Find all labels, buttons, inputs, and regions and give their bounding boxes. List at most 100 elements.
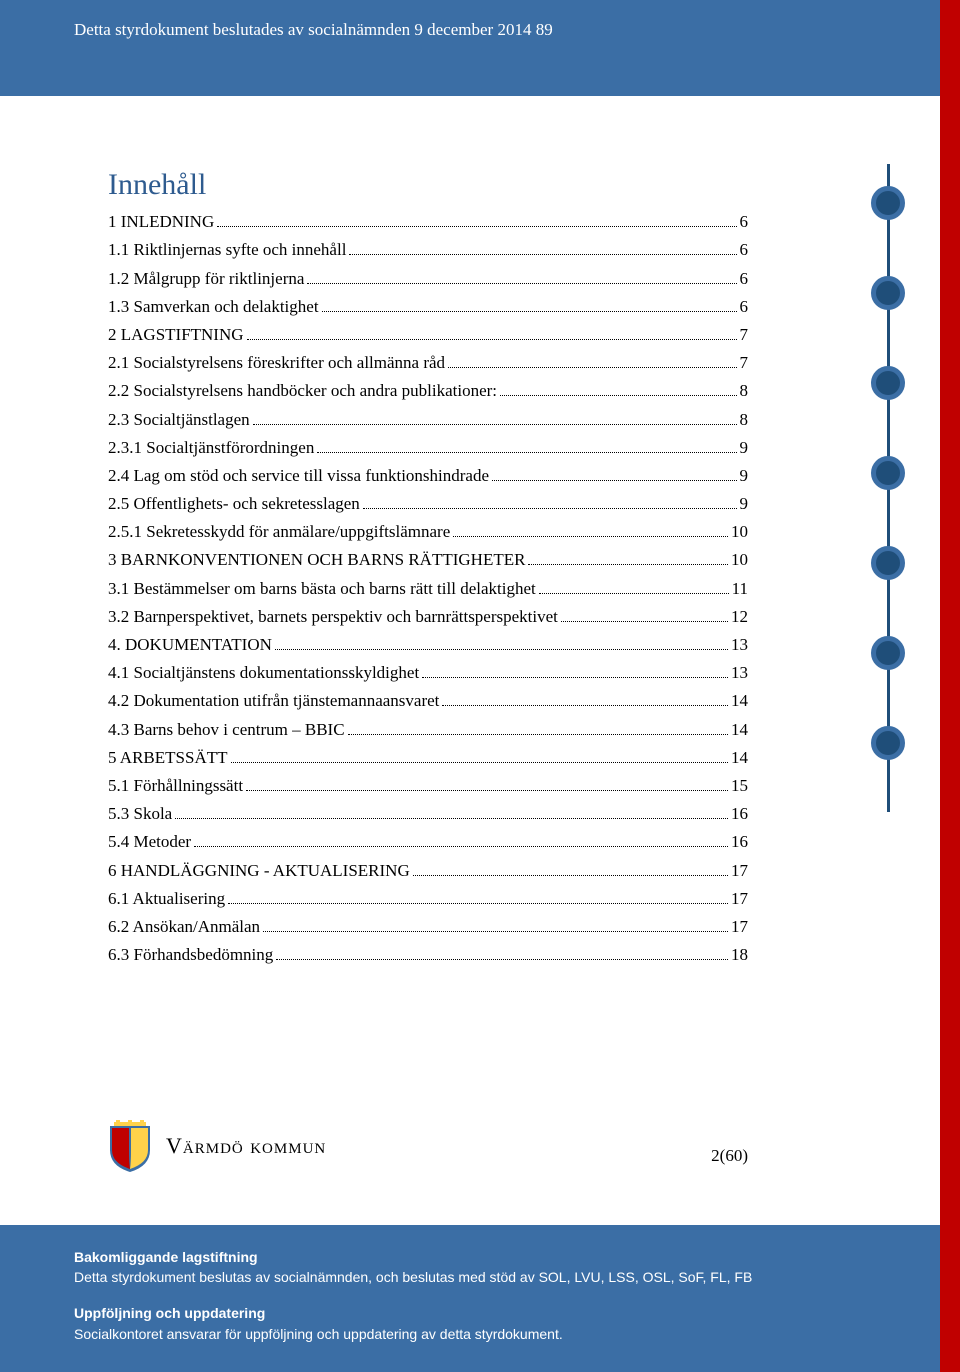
toc-entry[interactable]: 3.1 Bestämmelser om barns bästa och barn… — [108, 580, 748, 597]
logo-block: Värmdö kommun — [108, 1120, 748, 1172]
toc-entry[interactable]: 2.3.1 Socialtjänstförordningen9 — [108, 439, 748, 456]
toc-entry-page: 6 — [740, 298, 749, 315]
toc-entry[interactable]: 5.1 Förhållningssätt15 — [108, 777, 748, 794]
toc-entry-page: 8 — [740, 382, 749, 399]
toc-entry[interactable]: 1 INLEDNING6 — [108, 213, 748, 230]
toc-entry-page: 17 — [731, 918, 748, 935]
toc-list: 1 INLEDNING6 1.1 Riktlinjernas syfte och … — [108, 213, 748, 963]
toc-entry-label: 2.1 Socialstyrelsens föreskrifter och al… — [108, 354, 445, 371]
toc-entry-page: 8 — [740, 411, 749, 428]
toc-entry-label: 2.5.1 Sekretesskydd för anmälare/uppgift… — [108, 523, 450, 540]
footer-block-1: Bakomliggande lagstiftning Detta styrdok… — [74, 1247, 960, 1288]
toc-leader-dots — [275, 649, 728, 650]
toc-entry[interactable]: 1.2 Målgrupp för riktlinjerna6 — [108, 270, 748, 287]
toc-entry[interactable]: 3 BARNKONVENTIONEN OCH BARNS RÄTTIGHETER… — [108, 551, 748, 568]
toc-entry[interactable]: 4.1 Socialtjänstens dokumentationsskyldi… — [108, 664, 748, 681]
toc-entry[interactable]: 2.1 Socialstyrelsens föreskrifter och al… — [108, 354, 748, 371]
toc-entry-page: 6 — [740, 213, 749, 230]
toc-entry-page: 13 — [731, 664, 748, 681]
toc-leader-dots — [246, 790, 728, 791]
toc-leader-dots — [363, 508, 737, 509]
toc-entry-label: 6.2 Ansökan/Anmälan — [108, 918, 260, 935]
toc-entry[interactable]: 1.1 Riktlinjernas syfte och innehåll 6 — [108, 241, 748, 258]
toc-entry-page: 18 — [731, 946, 748, 963]
toc-entry-page: 16 — [731, 833, 748, 850]
toc-entry-page: 17 — [731, 862, 748, 879]
toc-entry-label: 5.1 Förhållningssätt — [108, 777, 243, 794]
toc-leader-dots — [263, 931, 728, 932]
toc-entry[interactable]: 3.2 Barnperspektivet, barnets perspektiv… — [108, 608, 748, 625]
toc-container: Innehåll 1 INLEDNING61.1 Riktlinjernas s… — [108, 168, 748, 974]
toc-entry[interactable]: 6 HANDLÄGGNING - AKTUALISERING 17 — [108, 862, 748, 879]
toc-entry[interactable]: 5 ARBETSSÄTT14 — [108, 749, 748, 766]
toc-entry-page: 16 — [731, 805, 748, 822]
toc-entry-page: 9 — [740, 467, 749, 484]
toc-entry[interactable]: 2.5.1 Sekretesskydd för anmälare/uppgift… — [108, 523, 748, 540]
toc-entry-page: 10 — [731, 551, 748, 568]
rail-knob — [871, 636, 905, 670]
toc-entry[interactable]: 4.2 Dokumentation utifrån tjänstemannaan… — [108, 692, 748, 709]
right-timeline-rail — [860, 164, 916, 812]
toc-entry-page: 11 — [732, 580, 748, 597]
footer-block-1-title: Bakomliggande lagstiftning — [74, 1247, 960, 1267]
toc-entry-label: 1.1 Riktlinjernas syfte och innehåll — [108, 241, 346, 258]
rail-knob — [871, 456, 905, 490]
toc-entry-page: 6 — [740, 241, 749, 258]
toc-leader-dots — [413, 875, 728, 876]
toc-entry[interactable]: 2.4 Lag om stöd och service till vissa f… — [108, 467, 748, 484]
toc-leader-dots — [175, 818, 728, 819]
toc-entry-page: 17 — [731, 890, 748, 907]
toc-entry-label: 1.3 Samverkan och delaktighet — [108, 298, 319, 315]
toc-entry[interactable]: 4.3 Barns behov i centrum – BBIC14 — [108, 721, 748, 738]
toc-leader-dots — [492, 480, 736, 481]
toc-entry-page: 7 — [740, 326, 749, 343]
rail-knob — [871, 276, 905, 310]
toc-entry-label: 2.4 Lag om stöd och service till vissa f… — [108, 467, 489, 484]
toc-leader-dots — [349, 254, 736, 255]
toc-entry-page: 12 — [731, 608, 748, 625]
toc-entry[interactable]: 2 LAGSTIFTNING7 — [108, 326, 748, 343]
toc-entry-label: 3 BARNKONVENTIONEN OCH BARNS RÄTTIGHETER — [108, 551, 525, 568]
toc-entry[interactable]: 2.3 Socialtjänstlagen 8 — [108, 411, 748, 428]
toc-entry-label: 4.3 Barns behov i centrum – BBIC — [108, 721, 345, 738]
toc-entry-label: 6.3 Förhandsbedömning — [108, 946, 273, 963]
toc-leader-dots — [253, 424, 737, 425]
red-right-strip — [940, 0, 960, 1372]
toc-leader-dots — [453, 536, 728, 537]
toc-leader-dots — [448, 367, 736, 368]
toc-entry[interactable]: 6.3 Förhandsbedömning 18 — [108, 946, 748, 963]
toc-entry-page: 13 — [731, 636, 748, 653]
toc-entry-label: 6 HANDLÄGGNING - AKTUALISERING — [108, 862, 410, 879]
footer-bar: Bakomliggande lagstiftning Detta styrdok… — [0, 1225, 960, 1372]
toc-leader-dots — [422, 677, 728, 678]
toc-entry-label: 5.4 Metoder — [108, 833, 191, 850]
footer-block-2-body: Socialkontoret ansvarar för uppföljning … — [74, 1324, 960, 1344]
toc-leader-dots — [194, 846, 728, 847]
toc-entry-page: 14 — [731, 749, 748, 766]
toc-entry-label: 2.2 Socialstyrelsens handböcker och andr… — [108, 382, 497, 399]
toc-entry-label: 2.3 Socialtjänstlagen — [108, 411, 250, 428]
toc-leader-dots — [247, 339, 737, 340]
rail-knob — [871, 726, 905, 760]
toc-entry[interactable]: 5.3 Skola16 — [108, 805, 748, 822]
rail-knob — [871, 366, 905, 400]
toc-leader-dots — [348, 734, 728, 735]
toc-leader-dots — [317, 452, 736, 453]
toc-entry[interactable]: 1.3 Samverkan och delaktighet 6 — [108, 298, 748, 315]
toc-entry-page: 9 — [740, 439, 749, 456]
toc-entry[interactable]: 5.4 Metoder 16 — [108, 833, 748, 850]
toc-entry-label: 4.1 Socialtjänstens dokumentationsskyldi… — [108, 664, 419, 681]
toc-entry[interactable]: 6.2 Ansökan/Anmälan 17 — [108, 918, 748, 935]
toc-leader-dots — [228, 903, 728, 904]
toc-entry[interactable]: 2.5 Offentlighets- och sekretesslagen9 — [108, 495, 748, 512]
toc-entry[interactable]: 6.1 Aktualisering 17 — [108, 890, 748, 907]
footer-block-1-body: Detta styrdokument beslutas av socialnäm… — [74, 1267, 960, 1287]
toc-leader-dots — [322, 311, 737, 312]
rail-knob — [871, 546, 905, 580]
toc-leader-dots — [500, 395, 737, 396]
toc-leader-dots — [276, 959, 728, 960]
toc-entry-label: 6.1 Aktualisering — [108, 890, 225, 907]
toc-entry[interactable]: 4. DOKUMENTATION13 — [108, 636, 748, 653]
footer-block-2-title: Uppföljning och uppdatering — [74, 1303, 960, 1323]
toc-entry[interactable]: 2.2 Socialstyrelsens handböcker och andr… — [108, 382, 748, 399]
